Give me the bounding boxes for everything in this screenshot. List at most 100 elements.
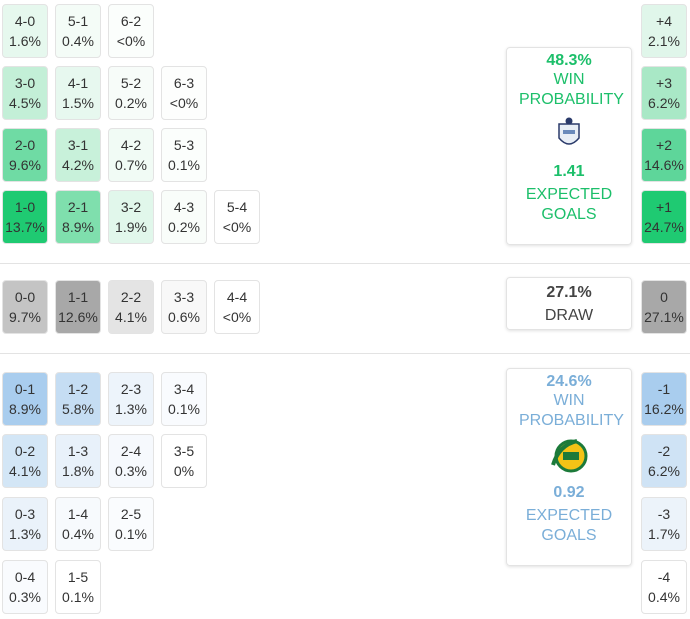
cell-label: 0-1 (14, 381, 36, 397)
score-cell: 2-0 9.6% (2, 128, 48, 182)
cell-pct: 0.3% (115, 463, 147, 479)
cell-pct: 1.8% (62, 463, 94, 479)
win-pct: 24.6% (546, 373, 592, 390)
cell-label: 0-2 (14, 443, 36, 459)
score-cell: 0-1 8.9% (2, 372, 48, 426)
cell-label: 4-3 (173, 199, 195, 215)
score-cell: 4-1 1.5% (55, 66, 101, 120)
xg-label: EXPECTED GOALS (525, 186, 613, 223)
cell-pct: <0% (222, 219, 252, 235)
cell-label: -1 (657, 381, 671, 397)
margin-cell: 0 27.1% (641, 280, 687, 334)
cell-pct: <0% (222, 309, 252, 325)
expected-goals: 1.41 (553, 163, 585, 180)
score-cell: 5-4 <0% (214, 190, 260, 244)
cell-pct: 4.5% (9, 95, 41, 111)
win-label: WIN PROBABILITY (519, 71, 624, 108)
cell-label: +1 (656, 199, 672, 215)
cell-label: 0 (660, 289, 668, 305)
cell-label: 2-0 (14, 137, 36, 153)
score-cell: 2-5 0.1% (108, 497, 154, 551)
cell-pct: 4.2% (62, 157, 94, 173)
score-cell: 3-0 4.5% (2, 66, 48, 120)
cell-label: 1-4 (67, 506, 89, 522)
score-cell: 1-0 13.7% (2, 190, 48, 244)
margin-cell: +4 2.1% (641, 4, 687, 58)
cell-label: 3-1 (67, 137, 89, 153)
cell-label: -2 (657, 443, 671, 459)
away-summary: 24.6% WIN PROBABILITY 0.92 EXPECTED GOAL… (506, 368, 632, 566)
draw-pct: 27.1% (546, 284, 592, 301)
score-cell: 1-5 0.1% (55, 560, 101, 614)
cell-label: +3 (656, 75, 672, 91)
score-cell: 3-1 4.2% (55, 128, 101, 182)
cell-pct: 2.1% (648, 33, 680, 49)
score-cell: 1-4 0.4% (55, 497, 101, 551)
cell-pct: 0.4% (62, 33, 94, 49)
score-cell: 2-2 4.1% (108, 280, 154, 334)
expected-goals: 0.92 (553, 484, 585, 501)
score-cell: 0-2 4.1% (2, 434, 48, 488)
score-cell: 2-3 1.3% (108, 372, 154, 426)
cell-label: 4-4 (226, 289, 248, 305)
cell-pct: 1.9% (115, 219, 147, 235)
cell-label: 3-4 (173, 381, 195, 397)
score-cell: 5-1 0.4% (55, 4, 101, 58)
xg-label: EXPECTED GOALS (525, 507, 613, 544)
draw-summary: 27.1% DRAW (506, 277, 632, 330)
cell-pct: 0.1% (168, 401, 200, 417)
cell-pct: 1.3% (9, 526, 41, 542)
cell-label: 4-2 (120, 137, 142, 153)
cell-label: 1-2 (67, 381, 89, 397)
cell-label: 0-3 (14, 506, 36, 522)
cell-pct: 9.6% (9, 157, 41, 173)
cell-pct: 0.4% (62, 526, 94, 542)
cell-label: -3 (657, 506, 671, 522)
cell-pct: 0.3% (9, 589, 41, 605)
cell-pct: 0.1% (115, 526, 147, 542)
score-cell: 3-2 1.9% (108, 190, 154, 244)
cell-label: 2-4 (120, 443, 142, 459)
score-cell: 1-3 1.8% (55, 434, 101, 488)
score-cell: 0-3 1.3% (2, 497, 48, 551)
score-cell: 5-3 0.1% (161, 128, 207, 182)
score-cell: 4-3 0.2% (161, 190, 207, 244)
score-cell: 2-1 8.9% (55, 190, 101, 244)
cell-label: 2-5 (120, 506, 142, 522)
margin-cell: -1 16.2% (641, 372, 687, 426)
cell-label: 5-2 (120, 75, 142, 91)
cell-label: +2 (656, 137, 672, 153)
cell-label: 5-4 (226, 199, 248, 215)
draw-label: DRAW (544, 307, 594, 324)
cell-pct: 1.7% (648, 526, 680, 542)
margin-cell: +2 14.6% (641, 128, 687, 182)
cell-label: 1-3 (67, 443, 89, 459)
cell-pct: 4.1% (9, 463, 41, 479)
cell-pct: 0.6% (168, 309, 200, 325)
score-cell: 0-0 9.7% (2, 280, 48, 334)
cell-label: 2-1 (67, 199, 89, 215)
cell-pct: 1.6% (9, 33, 41, 49)
cell-label: 6-3 (173, 75, 195, 91)
score-cell: 6-3 <0% (161, 66, 207, 120)
cell-pct: 8.9% (9, 401, 41, 417)
cell-pct: 8.9% (62, 219, 94, 235)
cell-label: 5-1 (67, 13, 89, 29)
cell-pct: 16.2% (644, 401, 684, 417)
cell-label: 1-5 (67, 569, 89, 585)
win-label: WIN PROBABILITY (519, 392, 624, 429)
cell-pct: 0.4% (648, 589, 680, 605)
cell-label: 4-0 (14, 13, 36, 29)
score-cell: 2-4 0.3% (108, 434, 154, 488)
cell-pct: <0% (169, 95, 199, 111)
cell-label: 1-1 (67, 289, 89, 305)
cell-pct: 27.1% (644, 309, 684, 325)
cell-label: 3-5 (173, 443, 195, 459)
margin-cell: -2 6.2% (641, 434, 687, 488)
cell-pct: 0.1% (62, 589, 94, 605)
score-cell: 0-4 0.3% (2, 560, 48, 614)
score-cell: 3-4 0.1% (161, 372, 207, 426)
score-cell: 4-0 1.6% (2, 4, 48, 58)
cell-pct: 0.2% (168, 219, 200, 235)
cell-label: 2-2 (120, 289, 142, 305)
